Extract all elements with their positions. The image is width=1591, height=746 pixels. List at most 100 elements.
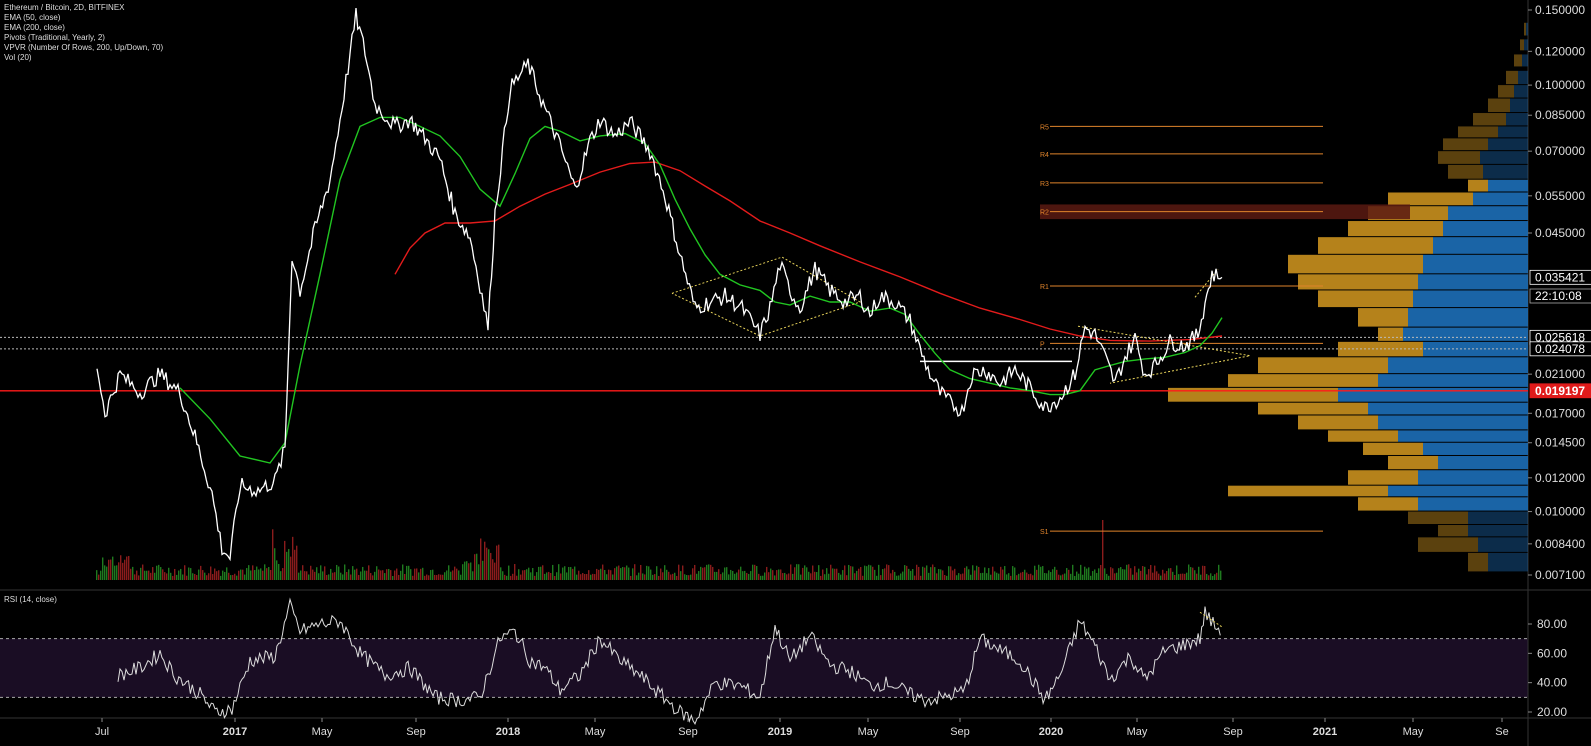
- volume-bar: [634, 564, 636, 580]
- price-marker-box: [1529, 383, 1591, 399]
- volume-bar: [760, 575, 762, 580]
- volume-bar: [580, 574, 582, 580]
- volume-bar: [242, 569, 244, 580]
- indicator-ema50[interactable]: EMA (50, close): [4, 13, 61, 22]
- symbol-title[interactable]: Ethereum / Bitcoin, 2D, BITFINEX: [4, 3, 125, 12]
- vpvr-up-bar: [1478, 537, 1528, 552]
- volume-bar: [796, 564, 798, 580]
- volume-bar: [1128, 564, 1130, 580]
- volume-bar: [896, 575, 898, 580]
- volume-bar: [108, 559, 110, 580]
- price-axis-label: 0.120000: [1535, 44, 1585, 58]
- volume-bar: [988, 568, 990, 580]
- price-marker-5: 0.019197: [1535, 384, 1585, 398]
- volume-bar: [676, 575, 678, 580]
- volume-bar: [1170, 568, 1172, 580]
- volume-bar: [264, 564, 266, 580]
- volume-bar: [498, 544, 500, 580]
- volume-bar: [476, 553, 478, 580]
- volume-bar: [1102, 520, 1104, 580]
- volume-bar: [1202, 565, 1204, 580]
- vpvr-down-bar: [1298, 415, 1378, 430]
- volume-bar: [300, 570, 302, 580]
- indicator-volume[interactable]: Vol (20): [4, 53, 32, 62]
- volume-bar: [410, 569, 412, 580]
- volume-bar: [1136, 572, 1138, 580]
- vpvr-down-bar: [1348, 221, 1443, 237]
- volume-bar: [1196, 573, 1198, 580]
- volume-bar: [310, 565, 312, 580]
- volume-bar: [172, 575, 174, 580]
- volume-bar: [586, 573, 588, 580]
- volume-bar: [910, 570, 912, 580]
- volume-bar: [526, 569, 528, 580]
- volume-bar: [834, 568, 836, 580]
- volume-bar: [704, 567, 706, 580]
- vpvr-down-bar: [1378, 327, 1403, 341]
- volume-bar: [604, 569, 606, 580]
- vpvr-down-bar: [1468, 179, 1488, 192]
- volume-bar: [1024, 569, 1026, 580]
- volume-bar: [826, 568, 828, 580]
- volume-bar: [450, 571, 452, 580]
- price-axis-label: 0.045000: [1535, 226, 1585, 240]
- volume-bar: [146, 570, 148, 580]
- volume-bar: [302, 565, 304, 580]
- volume-bar: [144, 570, 146, 580]
- volume-bar: [1020, 572, 1022, 580]
- volume-bar: [1034, 565, 1036, 580]
- vpvr-down-bar: [1388, 192, 1473, 206]
- volume-bar: [186, 575, 188, 580]
- volume-bar: [1050, 572, 1052, 580]
- volume-bar: [1158, 573, 1160, 580]
- volume-bar: [764, 572, 766, 580]
- volume-bar: [566, 572, 568, 580]
- volume-bar: [706, 564, 708, 580]
- volume-bar: [1036, 569, 1038, 580]
- indicator-pivots[interactable]: Pivots (Traditional, Yearly, 2): [4, 33, 105, 42]
- volume-bar: [814, 571, 816, 580]
- volume-bar: [1058, 574, 1060, 580]
- volume-bar: [1148, 569, 1150, 580]
- volume-bar: [96, 570, 98, 580]
- rsi-legend[interactable]: RSI (14, close): [4, 595, 57, 604]
- volume-bar: [564, 566, 566, 580]
- volume-bar: [292, 536, 294, 580]
- volume-bar: [340, 572, 342, 580]
- volume-bar: [1114, 573, 1116, 580]
- volume-bar: [596, 568, 598, 580]
- volume-bar: [348, 569, 350, 580]
- indicator-ema200[interactable]: EMA (200, close): [4, 23, 65, 32]
- indicator-vpvr[interactable]: VPVR (Number Of Rows, 200, Up/Down, 70): [4, 43, 164, 52]
- volume-bar: [804, 565, 806, 580]
- pivot-label-s1: S1: [1040, 529, 1049, 536]
- vpvr-up-bar: [1418, 274, 1528, 290]
- volume-bar: [1116, 572, 1118, 580]
- volume-bar: [724, 567, 726, 580]
- vpvr-down-bar: [1258, 402, 1368, 415]
- volume-bar: [434, 574, 436, 580]
- volume-bar: [290, 556, 292, 580]
- volume-bar: [354, 569, 356, 580]
- volume-bar: [1048, 570, 1050, 580]
- volume-bar: [894, 571, 896, 580]
- pivot-label-r1: R1: [1040, 284, 1049, 291]
- volume-bar: [648, 566, 650, 580]
- volume-bar: [954, 568, 956, 580]
- volume-bar: [148, 570, 150, 580]
- volume-bar: [178, 570, 180, 580]
- volume-bar: [444, 572, 446, 580]
- volume-bar: [1012, 566, 1014, 580]
- volume-bar: [598, 569, 600, 580]
- volume-bar: [690, 574, 692, 580]
- volume-bar: [98, 574, 100, 580]
- volume-bar: [428, 575, 430, 580]
- price-marker-2: 22:10:08: [1535, 289, 1582, 303]
- vpvr-down-bar: [1358, 308, 1408, 327]
- volume-bar: [166, 573, 168, 580]
- volume-bar: [842, 570, 844, 580]
- volume-bar: [346, 571, 348, 580]
- volume-bar: [1216, 572, 1218, 580]
- vpvr-up-bar: [1498, 126, 1528, 138]
